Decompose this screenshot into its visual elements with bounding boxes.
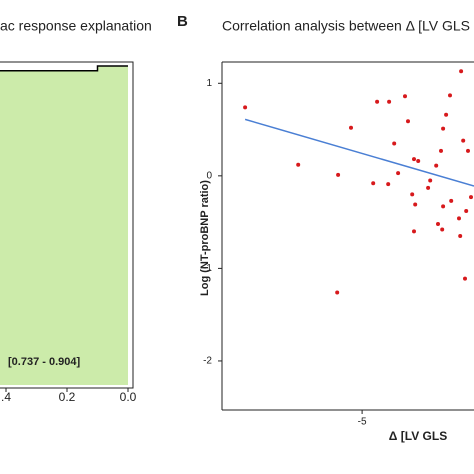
data-point (439, 148, 443, 153)
data-point (463, 276, 467, 281)
x-tick-label: 0.2 (59, 390, 76, 404)
data-point (416, 159, 421, 164)
chart-title: Correlation analysis between Δ [LV GLS (222, 18, 470, 34)
data-point (335, 290, 340, 295)
auc-area (0, 66, 128, 385)
y-tick-label: -1 (203, 263, 212, 274)
data-point (457, 216, 461, 221)
annotation: [0.737 - 0.904] (8, 356, 80, 368)
data-point (243, 105, 248, 110)
data-point (436, 221, 440, 226)
data-point (448, 93, 452, 98)
x-tick-label: 0.0 (120, 390, 137, 404)
chart-title: ac response explanation (0, 18, 152, 34)
data-point (461, 138, 466, 143)
x-tick-label: -5 (358, 417, 367, 428)
data-point (441, 204, 446, 209)
data-point (412, 229, 416, 234)
data-point (441, 126, 446, 131)
trend-line (244, 118, 474, 187)
data-point (440, 227, 445, 232)
data-point (375, 99, 380, 104)
y-tick-label: -2 (203, 356, 212, 367)
data-point (371, 181, 376, 186)
data-point (464, 209, 469, 214)
y-axis-label: Log (NT-proBNP ratio) (199, 180, 211, 296)
data-point (458, 234, 463, 238)
data-point (444, 112, 449, 117)
data-point (469, 195, 473, 200)
data-point (413, 202, 418, 207)
data-point (396, 171, 401, 176)
data-point (349, 125, 353, 130)
data-point (386, 182, 391, 187)
data-point (392, 141, 397, 146)
data-point (336, 172, 341, 177)
data-point (387, 99, 392, 104)
data-point (449, 198, 454, 203)
y-tick-label: 1 (206, 78, 212, 89)
data-point (296, 162, 301, 167)
x-tick-label: .4 (1, 390, 11, 404)
data-point (410, 192, 415, 197)
x-axis-label: Δ [LV GLS (389, 429, 447, 443)
data-point (403, 94, 407, 99)
plot-frame (0, 61, 134, 389)
roc-curve (0, 65, 128, 72)
data-point (426, 185, 431, 190)
data-point (406, 119, 410, 124)
y-tick-label: 0 (206, 170, 212, 181)
data-point (434, 163, 439, 168)
data-point (466, 148, 470, 153)
data-point (428, 178, 433, 183)
panel-label: B (177, 13, 188, 30)
data-point (459, 69, 464, 74)
data-point (412, 157, 416, 162)
